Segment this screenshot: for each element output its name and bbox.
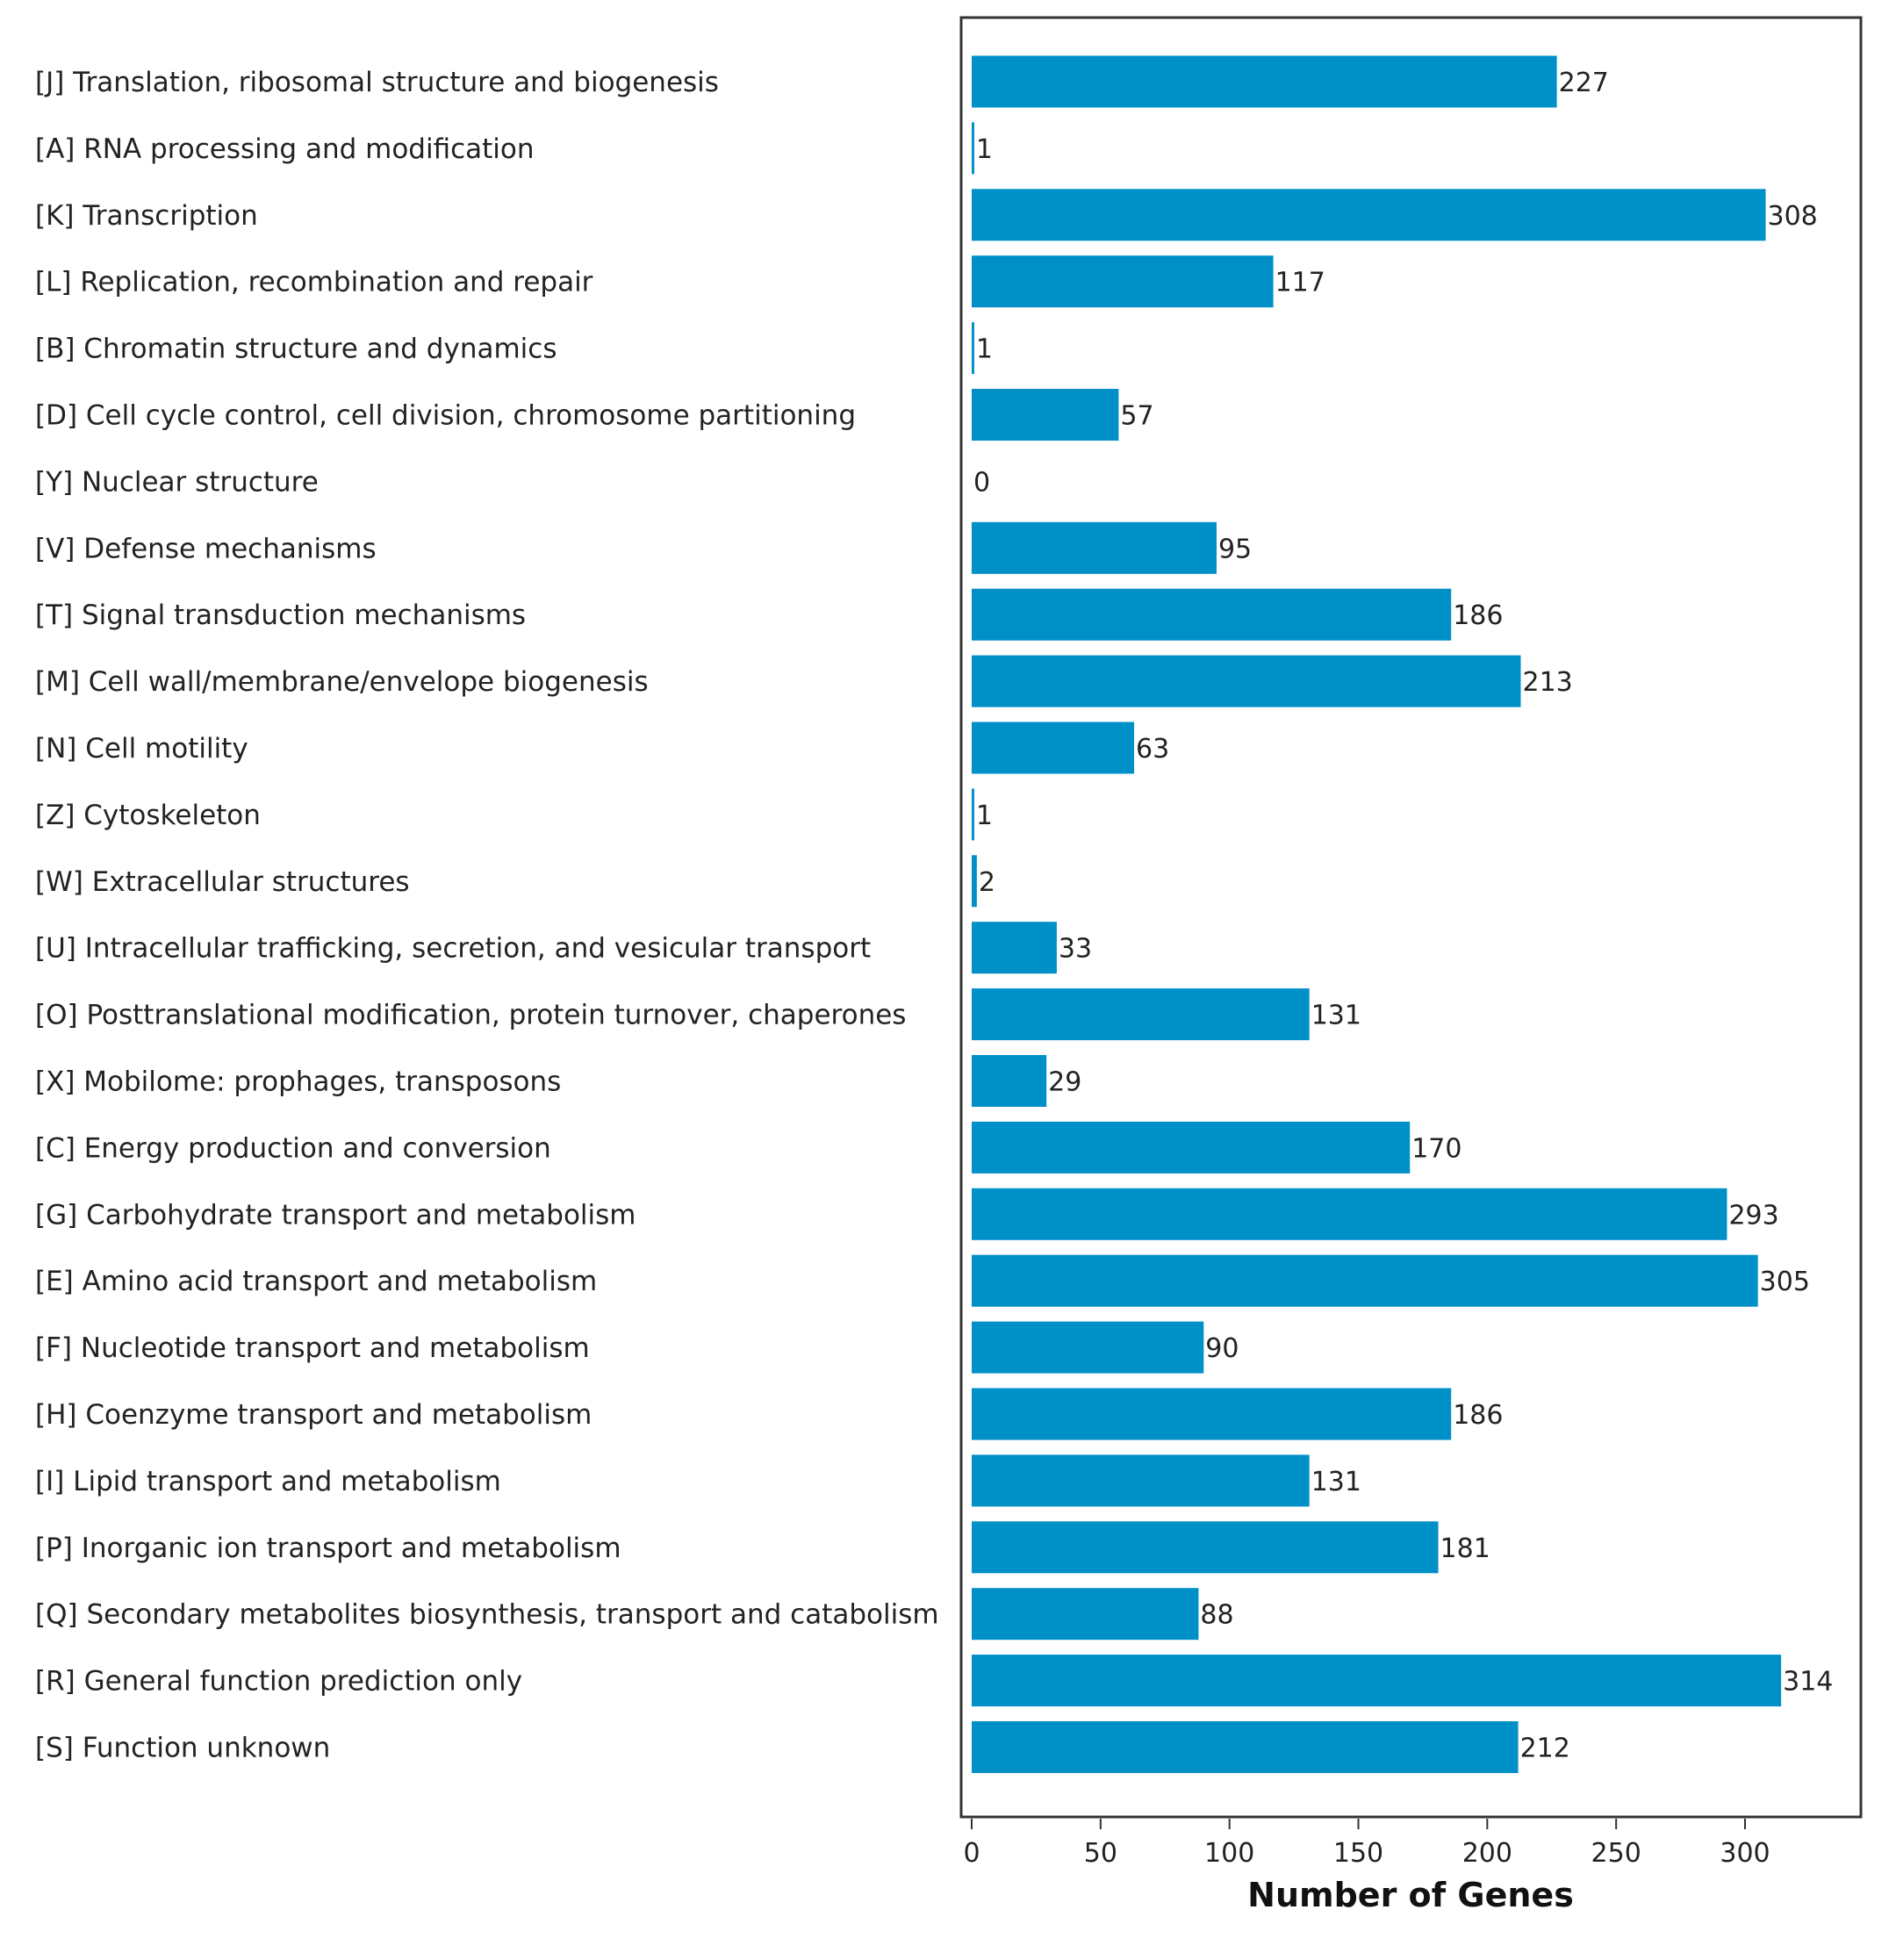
x-tick-label: 300: [1720, 1838, 1770, 1869]
bar: [972, 521, 1217, 574]
category-label: [M] Cell wall/membrane/envelope biogenes…: [35, 666, 649, 698]
value-label: 2: [979, 867, 995, 898]
category-label: [U] Intracellular trafficking, secretion…: [35, 933, 871, 965]
bar: [972, 55, 1557, 108]
category-label: [D] Cell cycle control, cell division, c…: [35, 400, 856, 432]
bar: [972, 1055, 1047, 1107]
value-label: 1: [976, 134, 993, 165]
category-label: [C] Energy production and conversion: [35, 1132, 551, 1164]
bar: [972, 922, 1057, 974]
value-label: 308: [1767, 201, 1817, 232]
value-label: 181: [1440, 1533, 1490, 1564]
x-tick-label: 250: [1591, 1838, 1641, 1869]
value-label: 117: [1275, 268, 1325, 298]
bar: [972, 1588, 1199, 1641]
value-label: 63: [1136, 734, 1169, 765]
x-tick-label: 0: [963, 1838, 980, 1869]
category-label: [O] Posttranslational modification, prot…: [35, 1000, 906, 1031]
category-label: [S] Function unknown: [35, 1733, 330, 1764]
x-tick-label: 200: [1462, 1838, 1512, 1869]
x-tick-label: 100: [1204, 1838, 1254, 1869]
x-axis-label: Number of Genes: [1247, 1876, 1574, 1914]
category-label: [V] Defense mechanisms: [35, 533, 377, 564]
category-label: [Q] Secondary metabolites biosynthesis, …: [35, 1599, 939, 1631]
bar: [972, 588, 1452, 641]
x-tick-label: 50: [1084, 1838, 1117, 1869]
bar: [972, 255, 1274, 308]
category-label: [N] Cell motility: [35, 733, 248, 765]
category-label: [R] General function prediction only: [35, 1666, 522, 1698]
bar: [972, 1121, 1411, 1174]
bar: [972, 655, 1521, 707]
bar: [972, 1454, 1310, 1507]
bar: [972, 1188, 1727, 1240]
category-label: [G] Carbohydrate transport and metabolis…: [35, 1199, 636, 1231]
category-label: [P] Inorganic ion transport and metaboli…: [35, 1533, 621, 1564]
bar: [972, 788, 974, 841]
value-label: 57: [1120, 401, 1153, 432]
bar: [972, 189, 1766, 241]
category-label: [J] Translation, ribosomal structure and…: [35, 67, 719, 98]
bar: [972, 1521, 1439, 1574]
value-label: 131: [1311, 1467, 1361, 1497]
value-label: 95: [1218, 534, 1252, 564]
bar: [972, 1388, 1452, 1440]
bar: [972, 322, 974, 375]
value-label: 186: [1453, 1400, 1503, 1431]
category-label: [T] Signal transduction mechanisms: [35, 599, 526, 631]
category-labels: [J] Translation, ribosomal structure and…: [35, 67, 939, 1764]
value-label: 293: [1728, 1200, 1778, 1231]
bar: [972, 389, 1119, 441]
value-label: 314: [1783, 1667, 1833, 1698]
value-label: 170: [1411, 1133, 1462, 1164]
category-label: [Y] Nuclear structure: [35, 466, 319, 498]
category-label: [E] Amino acid transport and metabolism: [35, 1266, 597, 1297]
category-label: [I] Lipid transport and metabolism: [35, 1466, 501, 1497]
bar: [972, 855, 977, 908]
category-label: [Z] Cytoskeleton: [35, 800, 261, 831]
category-label: [F] Nucleotide transport and metabolism: [35, 1332, 590, 1364]
bar: [972, 1655, 1782, 1707]
value-label: 131: [1311, 1001, 1361, 1031]
bar: [972, 988, 1310, 1041]
bar: [972, 1321, 1204, 1374]
bars-layer: [972, 55, 1782, 1773]
bar: [972, 122, 974, 175]
category-label: [L] Replication, recombination and repai…: [35, 267, 593, 298]
value-label: 33: [1059, 934, 1092, 965]
category-label: [A] RNA processing and modification: [35, 133, 535, 165]
value-label: 29: [1048, 1067, 1081, 1098]
category-label: [B] Chromatin structure and dynamics: [35, 334, 557, 365]
value-label: 186: [1453, 600, 1503, 631]
value-label: 1: [976, 801, 993, 831]
category-label: [H] Coenzyme transport and metabolism: [35, 1399, 592, 1431]
bar: [972, 1721, 1519, 1773]
x-axis-ticks: 0 50 100 150 200 250 300: [963, 1819, 1770, 1869]
value-labels: 2271308117157095186213631233131291702933…: [973, 68, 1833, 1764]
value-label: 88: [1200, 1600, 1233, 1631]
bar: [972, 1254, 1758, 1307]
value-label: 213: [1523, 667, 1573, 698]
value-label: 227: [1559, 68, 1609, 98]
value-label: 305: [1760, 1267, 1810, 1297]
value-label: 90: [1205, 1333, 1239, 1364]
category-label: [W] Extracellular structures: [35, 866, 410, 898]
category-label: [X] Mobilome: prophages, transposons: [35, 1066, 561, 1098]
bar: [972, 722, 1135, 774]
value-label: 1: [976, 334, 993, 365]
value-label: 0: [973, 467, 990, 498]
category-label: [K] Transcription: [35, 200, 258, 232]
value-label: 212: [1520, 1734, 1570, 1764]
plot-frame: [959, 16, 1863, 1819]
x-tick-label: 150: [1333, 1838, 1383, 1869]
